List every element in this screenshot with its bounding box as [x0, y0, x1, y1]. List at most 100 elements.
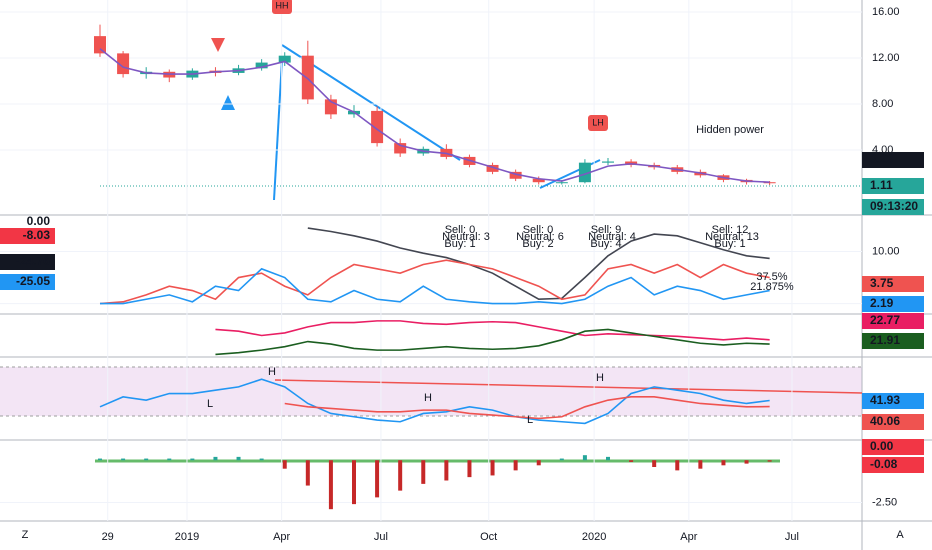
indicator-line	[99, 259, 770, 305]
footer-left: Z	[22, 529, 29, 541]
price-tag	[0, 274, 55, 290]
candle-body	[255, 62, 268, 69]
annotation: Neutral: 3	[442, 231, 490, 243]
candle-body	[117, 53, 130, 75]
price-tag-label: 09:13:20	[870, 199, 918, 213]
histogram-bar	[305, 460, 310, 486]
histogram-bar	[490, 460, 495, 476]
histogram-bar	[375, 460, 380, 498]
candle-body	[555, 182, 568, 184]
annotation: Neutral: 13	[705, 231, 759, 243]
price-tag	[862, 393, 924, 409]
annotation: Sell: 9	[591, 224, 622, 236]
time-tick-label: Jul	[785, 531, 799, 543]
histogram-bar	[582, 455, 587, 461]
price-tag-label: 21.91	[870, 333, 900, 347]
indicator-line	[99, 378, 770, 425]
annotation: L	[527, 414, 533, 426]
histogram-bar	[144, 458, 149, 461]
histogram-bar	[259, 458, 264, 461]
histogram-bar	[744, 460, 749, 464]
histogram-bar	[444, 460, 449, 481]
annotation: HH	[276, 0, 289, 10]
histogram-bar	[559, 458, 564, 461]
candle-body	[394, 143, 407, 154]
annotation: H	[424, 392, 432, 404]
price-tag	[862, 152, 924, 168]
time-tick-label: Jul	[374, 531, 388, 543]
price-tag-label: 40.06	[870, 414, 900, 428]
histogram-bar	[536, 460, 541, 466]
price-tag-label: 22.77	[870, 313, 900, 327]
candle-body	[371, 110, 384, 144]
histogram-bar	[467, 460, 472, 478]
annotation: Sell: 12	[712, 224, 749, 236]
price-tag-label: -25.05	[16, 274, 50, 288]
histogram-bar	[767, 460, 772, 462]
buy-signal	[221, 95, 235, 110]
candle-body	[509, 171, 522, 179]
price-tag	[862, 439, 924, 455]
candle-body	[486, 164, 499, 172]
time-tick-label: 29	[102, 531, 114, 543]
annotation: Buy: 4	[590, 238, 621, 250]
price-tag	[862, 313, 924, 329]
time-tick-label: Oct	[480, 531, 497, 543]
price-tag-label: -24.76	[16, 254, 50, 268]
histogram-bar	[190, 458, 195, 461]
candle-body	[602, 161, 614, 163]
candle-body	[763, 182, 776, 184]
footer-right: A	[896, 529, 904, 541]
trendline	[274, 379, 863, 394]
annotation: L	[207, 398, 213, 410]
price-tag-label: 0.00	[27, 214, 51, 228]
indicator-line	[99, 48, 770, 184]
candle-body	[301, 55, 314, 100]
histogram-bar	[328, 460, 333, 510]
annotation: Neutral: 4	[588, 231, 636, 243]
indicator-line	[284, 396, 770, 420]
pattern-badge	[588, 115, 608, 131]
indicator-line	[215, 320, 770, 341]
histogram-bar	[513, 460, 518, 471]
y-tick-label: 8.00	[872, 98, 893, 110]
histogram-bar	[352, 460, 356, 505]
histogram-bar	[698, 460, 703, 469]
y-tick-label: 12.00	[872, 52, 900, 64]
price-tag	[862, 457, 924, 473]
price-tag	[0, 254, 55, 270]
annotation: Buy: 2	[522, 238, 553, 250]
annotation: Neutral: 6	[516, 231, 564, 243]
y-tick-label: 10.00	[872, 245, 900, 257]
annotation: Buy: 1	[444, 238, 475, 250]
candle-body	[532, 178, 545, 183]
price-tag-label: 3.23	[870, 152, 894, 166]
time-tick-label: Apr	[680, 531, 697, 543]
indicator-line	[215, 328, 770, 356]
histogram-bar	[606, 456, 610, 461]
price-tag	[862, 333, 924, 349]
histogram-bar	[398, 460, 403, 491]
annotation: H	[268, 366, 276, 378]
annotation: Hidden power	[696, 124, 764, 136]
price-tag	[862, 199, 924, 215]
histogram-bar	[121, 458, 126, 461]
y-tick-label: 16.00	[872, 6, 900, 18]
price-tag	[0, 228, 55, 244]
annotation: H	[596, 372, 604, 384]
price-tag	[862, 178, 924, 194]
histogram-bar	[167, 458, 172, 461]
histogram-bar	[236, 456, 241, 461]
price-tag-label: -0.08	[870, 457, 898, 471]
histogram-bar	[282, 460, 287, 469]
price-tag-label: 0.00	[870, 439, 894, 453]
annotation: Buy: 1	[714, 238, 745, 250]
trendline	[273, 59, 283, 201]
time-tick-label: Apr	[273, 531, 290, 543]
histogram-bar	[213, 456, 218, 461]
rsi-band	[0, 367, 862, 416]
price-tag-label: 2.19	[870, 296, 894, 310]
histogram-bar	[98, 458, 102, 461]
annotation: 37.5%	[756, 271, 787, 283]
time-tick-label: 2019	[175, 531, 199, 543]
